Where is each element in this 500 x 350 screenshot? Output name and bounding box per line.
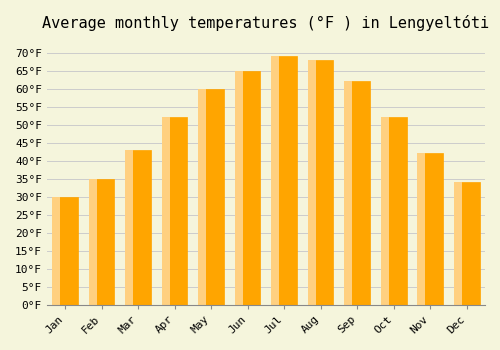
Bar <box>198 89 224 304</box>
Bar <box>272 56 297 304</box>
Bar <box>89 178 114 304</box>
Title: Average monthly temperatures (°F ) in Lengyeltóti: Average monthly temperatures (°F ) in Le… <box>42 15 490 31</box>
Bar <box>52 197 60 304</box>
Bar <box>235 71 242 304</box>
Bar <box>454 182 462 304</box>
Bar <box>308 60 334 304</box>
Bar <box>162 118 188 304</box>
Bar <box>89 178 96 304</box>
Bar <box>381 118 406 304</box>
Bar <box>235 71 260 304</box>
Bar <box>52 197 78 304</box>
Bar <box>162 118 170 304</box>
Bar <box>198 89 206 304</box>
Bar <box>272 56 279 304</box>
Bar <box>344 82 370 304</box>
Bar <box>126 150 151 304</box>
Bar <box>381 118 388 304</box>
Bar <box>126 150 133 304</box>
Bar <box>308 60 316 304</box>
Bar <box>418 153 443 304</box>
Bar <box>418 153 425 304</box>
Bar <box>344 82 352 304</box>
Bar <box>454 182 479 304</box>
